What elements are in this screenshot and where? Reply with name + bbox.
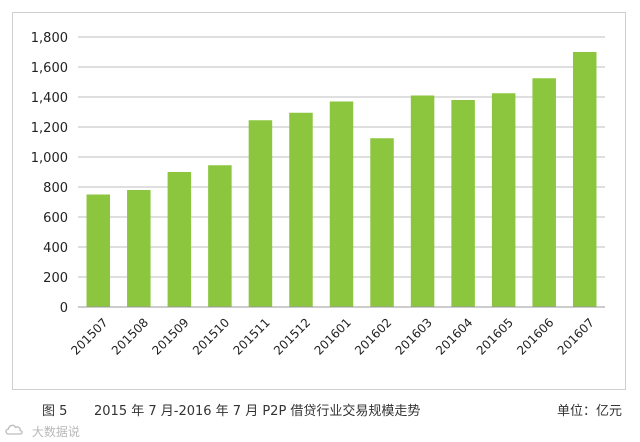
bar bbox=[127, 190, 151, 307]
x-tick-label: 201511 bbox=[230, 315, 272, 357]
x-tick-label: 201606 bbox=[514, 315, 556, 357]
x-tick-label: 201604 bbox=[433, 315, 475, 357]
bar bbox=[451, 100, 475, 307]
watermark: 大数据说 bbox=[4, 422, 80, 440]
x-tick-label: 201510 bbox=[190, 315, 232, 357]
figure-label: 图 5 bbox=[42, 404, 68, 419]
bar bbox=[491, 93, 516, 307]
bar bbox=[208, 165, 232, 307]
x-tick-label: 201508 bbox=[109, 315, 151, 357]
x-tick-label: 201512 bbox=[271, 315, 313, 357]
bar bbox=[329, 101, 354, 307]
bar bbox=[572, 52, 597, 307]
bar bbox=[167, 172, 192, 307]
bar-chart: 0 200 400 600 800 1,000 1,200 1,400 1,600 1,800 20… bbox=[31, 31, 605, 358]
y-tick-label: 0 bbox=[60, 301, 68, 316]
chart-frame: 0 200 400 600 800 1,000 1,200 1,400 1,600 1,800 20… bbox=[12, 12, 626, 390]
x-tick-label: 201509 bbox=[149, 315, 191, 357]
watermark-text: 大数据说 bbox=[31, 425, 80, 439]
x-tick-label: 201605 bbox=[474, 315, 516, 357]
y-tick-label: 1,600 bbox=[31, 61, 68, 76]
bar bbox=[370, 138, 394, 307]
x-tick-label: 201603 bbox=[393, 315, 435, 357]
y-tick-label: 600 bbox=[43, 211, 68, 226]
x-tick-label: 201507 bbox=[68, 315, 110, 357]
unit-label: 单位：亿元 bbox=[556, 404, 622, 419]
bar bbox=[532, 78, 556, 307]
y-tick-label: 800 bbox=[43, 181, 68, 196]
y-tick-label: 1,200 bbox=[31, 121, 68, 136]
y-tick-label: 400 bbox=[43, 241, 68, 256]
y-tick-label: 1,800 bbox=[31, 31, 68, 46]
figure-title: 2015 年 7 月-2016 年 7 月 P2P 借贷行业交易规模走势 bbox=[94, 404, 421, 419]
y-tick-label: 1,000 bbox=[31, 151, 68, 166]
bar bbox=[289, 112, 313, 307]
x-tick-label: 201601 bbox=[312, 315, 354, 357]
cloud-logo-icon bbox=[4, 422, 28, 439]
bar bbox=[86, 194, 111, 307]
figure-caption: 图 5 2015 年 7 月-2016 年 7 月 P2P 借贷行业交易规模走势… bbox=[42, 400, 622, 420]
x-tick-label: 201602 bbox=[352, 315, 394, 357]
y-tick-label: 200 bbox=[43, 271, 68, 286]
bar bbox=[248, 120, 273, 307]
bar bbox=[410, 95, 435, 307]
x-tick-label: 201607 bbox=[555, 315, 597, 357]
y-tick-label: 1,400 bbox=[31, 91, 68, 106]
